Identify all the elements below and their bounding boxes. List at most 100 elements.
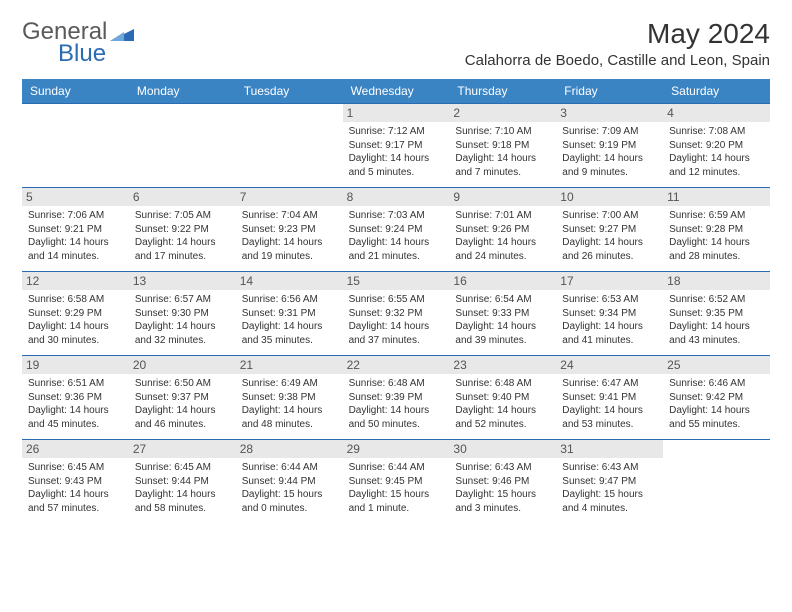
day-number: 31 — [556, 440, 663, 458]
day-cell: 16 Sunrise: 6:54 AMSunset: 9:33 PMDayligh… — [449, 272, 556, 355]
day-info: Sunrise: 7:05 AMSunset: 9:22 PMDaylight:… — [135, 209, 230, 263]
day-number: 7 — [236, 188, 343, 206]
day-cell: 19 Sunrise: 6:51 AMSunset: 9:36 PMDayligh… — [22, 356, 129, 439]
day-number: 5 — [22, 188, 129, 206]
header: GeneralBlue May 2024 Calahorra de Boedo,… — [22, 18, 770, 69]
week-row: 12 Sunrise: 6:58 AMSunset: 9:29 PMDayligh… — [22, 271, 770, 355]
day-info: Sunrise: 7:06 AMSunset: 9:21 PMDaylight:… — [28, 209, 123, 263]
day-number: 18 — [663, 272, 770, 290]
day-info: Sunrise: 7:01 AMSunset: 9:26 PMDaylight:… — [455, 209, 550, 263]
day-number: 28 — [236, 440, 343, 458]
day-cell: 26Sunrise: 6:45 AMSunset: 9:43 PMDayligh… — [22, 440, 129, 523]
day-info: Sunrise: 6:58 AMSunset: 9:29 PMDaylight:… — [28, 293, 123, 347]
day-cell: 4Sunrise: 7:08 AMSunset: 9:20 PMDaylight… — [663, 104, 770, 187]
brand-triangle-icon — [110, 27, 134, 46]
day-cell — [236, 104, 343, 187]
day-cell: 17 Sunrise: 6:53 AMSunset: 9:34 PMDayligh… — [556, 272, 663, 355]
month-title: May 2024 — [465, 18, 770, 50]
day-number: 25 — [663, 356, 770, 374]
day-info: Sunrise: 6:49 AMSunset: 9:38 PMDaylight:… — [242, 377, 337, 431]
day-info: Sunrise: 7:00 AMSunset: 9:27 PMDaylight:… — [562, 209, 657, 263]
day-info: Sunrise: 6:44 AMSunset: 9:44 PMDaylight:… — [242, 461, 337, 515]
day-info: Sunrise: 7:04 AMSunset: 9:23 PMDaylight:… — [242, 209, 337, 263]
day-number: 11 — [663, 188, 770, 206]
week-row: 1Sunrise: 7:12 AMSunset: 9:17 PMDaylight… — [22, 103, 770, 187]
day-number: 13 — [129, 272, 236, 290]
day-info: Sunrise: 7:03 AMSunset: 9:24 PMDaylight:… — [349, 209, 444, 263]
day-number: 23 — [449, 356, 556, 374]
day-info: Sunrise: 7:12 AMSunset: 9:17 PMDaylight:… — [349, 125, 444, 179]
week-row: 5 Sunrise: 7:06 AMSunset: 9:21 PMDaylight… — [22, 187, 770, 271]
day-info: Sunrise: 6:55 AMSunset: 9:32 PMDaylight:… — [349, 293, 444, 347]
weekday-header: Monday — [129, 79, 236, 103]
day-cell: 25 Sunrise: 6:46 AMSunset: 9:42 PMDayligh… — [663, 356, 770, 439]
weekday-header: Sunday — [22, 79, 129, 103]
day-info: Sunrise: 6:56 AMSunset: 9:31 PMDaylight:… — [242, 293, 337, 347]
day-number: 27 — [129, 440, 236, 458]
day-info: Sunrise: 6:54 AMSunset: 9:33 PMDaylight:… — [455, 293, 550, 347]
day-number: 3 — [556, 104, 663, 122]
weekday-header: Tuesday — [236, 79, 343, 103]
day-number: 17 — [556, 272, 663, 290]
location-label: Calahorra de Boedo, Castille and Leon, S… — [465, 52, 770, 69]
day-cell: 21 Sunrise: 6:49 AMSunset: 9:38 PMDayligh… — [236, 356, 343, 439]
day-number: 16 — [449, 272, 556, 290]
day-number: 15 — [343, 272, 450, 290]
day-number: 21 — [236, 356, 343, 374]
week-row: 19 Sunrise: 6:51 AMSunset: 9:36 PMDayligh… — [22, 355, 770, 439]
day-info: Sunrise: 6:43 AMSunset: 9:46 PMDaylight:… — [455, 461, 550, 515]
day-number: 2 — [449, 104, 556, 122]
day-cell: 12 Sunrise: 6:58 AMSunset: 9:29 PMDayligh… — [22, 272, 129, 355]
brand-logo: GeneralBlue — [22, 18, 134, 68]
day-cell: 22 Sunrise: 6:48 AMSunset: 9:39 PMDayligh… — [343, 356, 450, 439]
day-cell: 7 Sunrise: 7:04 AMSunset: 9:23 PMDaylight… — [236, 188, 343, 271]
day-info: Sunrise: 7:08 AMSunset: 9:20 PMDaylight:… — [669, 125, 764, 179]
day-number: 29 — [343, 440, 450, 458]
day-cell: 8 Sunrise: 7:03 AMSunset: 9:24 PMDaylight… — [343, 188, 450, 271]
day-info: Sunrise: 6:48 AMSunset: 9:39 PMDaylight:… — [349, 377, 444, 431]
day-info: Sunrise: 6:57 AMSunset: 9:30 PMDaylight:… — [135, 293, 230, 347]
day-cell: 13 Sunrise: 6:57 AMSunset: 9:30 PMDayligh… — [129, 272, 236, 355]
day-info: Sunrise: 6:51 AMSunset: 9:36 PMDaylight:… — [28, 377, 123, 431]
day-cell: 29Sunrise: 6:44 AMSunset: 9:45 PMDayligh… — [343, 440, 450, 523]
day-cell — [129, 104, 236, 187]
day-info: Sunrise: 6:43 AMSunset: 9:47 PMDaylight:… — [562, 461, 657, 515]
day-info: Sunrise: 6:59 AMSunset: 9:28 PMDaylight:… — [669, 209, 764, 263]
weekday-header: Thursday — [449, 79, 556, 103]
day-info: Sunrise: 6:45 AMSunset: 9:44 PMDaylight:… — [135, 461, 230, 515]
weekday-header: Friday — [556, 79, 663, 103]
day-cell: 27 Sunrise: 6:45 AMSunset: 9:44 PMDayligh… — [129, 440, 236, 523]
day-cell: 31 Sunrise: 6:43 AMSunset: 9:47 PMDayligh… — [556, 440, 663, 523]
day-info: Sunrise: 6:50 AMSunset: 9:37 PMDaylight:… — [135, 377, 230, 431]
day-number: 9 — [449, 188, 556, 206]
day-number: 19 — [22, 356, 129, 374]
day-info: Sunrise: 6:52 AMSunset: 9:35 PMDaylight:… — [669, 293, 764, 347]
day-cell: 11 Sunrise: 6:59 AMSunset: 9:28 PMDayligh… — [663, 188, 770, 271]
day-info: Sunrise: 6:53 AMSunset: 9:34 PMDaylight:… — [562, 293, 657, 347]
day-cell: 2 Sunrise: 7:10 AMSunset: 9:18 PMDaylight… — [449, 104, 556, 187]
weekday-header: Saturday — [663, 79, 770, 103]
day-number: 12 — [22, 272, 129, 290]
day-cell: 5 Sunrise: 7:06 AMSunset: 9:21 PMDaylight… — [22, 188, 129, 271]
day-number: 24 — [556, 356, 663, 374]
day-cell: 6Sunrise: 7:05 AMSunset: 9:22 PMDaylight… — [129, 188, 236, 271]
day-cell: 18 Sunrise: 6:52 AMSunset: 9:35 PMDayligh… — [663, 272, 770, 355]
day-number: 8 — [343, 188, 450, 206]
day-number: 10 — [556, 188, 663, 206]
title-block: May 2024 Calahorra de Boedo, Castille an… — [465, 18, 770, 69]
day-number: 30 — [449, 440, 556, 458]
calendar-grid: Sunday Monday Tuesday Wednesday Thursday… — [22, 79, 770, 523]
day-info: Sunrise: 7:10 AMSunset: 9:18 PMDaylight:… — [455, 125, 550, 179]
weekday-header: Wednesday — [343, 79, 450, 103]
day-info: Sunrise: 6:45 AMSunset: 9:43 PMDaylight:… — [28, 461, 123, 515]
day-cell: 15 Sunrise: 6:55 AMSunset: 9:32 PMDayligh… — [343, 272, 450, 355]
day-number: 22 — [343, 356, 450, 374]
day-info: Sunrise: 7:09 AMSunset: 9:19 PMDaylight:… — [562, 125, 657, 179]
day-info: Sunrise: 6:46 AMSunset: 9:42 PMDaylight:… — [669, 377, 764, 431]
day-number: 20 — [129, 356, 236, 374]
day-cell: 20 Sunrise: 6:50 AMSunset: 9:37 PMDayligh… — [129, 356, 236, 439]
day-cell: 14Sunrise: 6:56 AMSunset: 9:31 PMDayligh… — [236, 272, 343, 355]
day-cell: 10 Sunrise: 7:00 AMSunset: 9:27 PMDayligh… — [556, 188, 663, 271]
week-row: 26Sunrise: 6:45 AMSunset: 9:43 PMDayligh… — [22, 439, 770, 523]
day-info: Sunrise: 6:48 AMSunset: 9:40 PMDaylight:… — [455, 377, 550, 431]
